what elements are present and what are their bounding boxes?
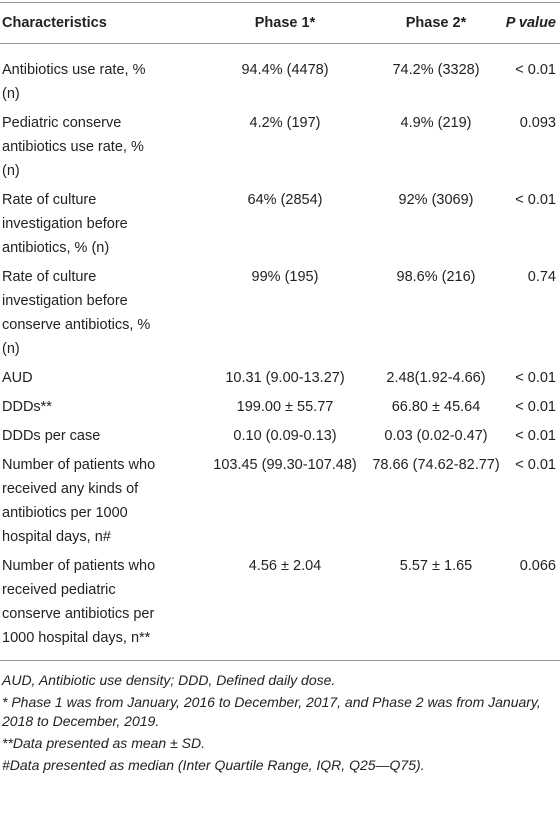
footnote: #Data presented as median (Inter Quartil… (2, 757, 425, 773)
table-row: DDDs per case 0.10 (0.09-0.13) 0.03 (0.02-… (0, 421, 560, 450)
cell: 0.093 (519, 115, 556, 131)
cell: 103.45 (99.30-107.48) (213, 457, 357, 473)
cell: 0.74 (527, 269, 556, 285)
cell: < 0.01 (515, 399, 556, 415)
header-cell: P value (502, 2, 560, 44)
cell: 4.9% (219) (400, 115, 472, 131)
table-row: Number of patients who received pediatri… (0, 551, 560, 661)
cell: 0.03 (0.02-0.47) (384, 428, 488, 444)
cell: < 0.01 (515, 192, 556, 208)
row-label: AUD (2, 370, 33, 386)
cell: < 0.01 (515, 428, 556, 444)
table-row: Antibiotics use rate, % (n) 94.4% (4478) 7… (0, 44, 560, 109)
table-row: Rate of culture investigation before ant… (0, 185, 560, 262)
header-cell: Characteristics (0, 2, 200, 44)
cell: 4.2% (197) (249, 115, 321, 131)
cell: 0.066 (519, 558, 556, 574)
row-label: Number of patients who received any kind… (2, 457, 156, 545)
cell: 64% (2854) (247, 192, 323, 208)
footnotes: AUD, Antibiotic use density; DDD, Define… (0, 661, 560, 775)
cell: 199.00 ± 55.77 (236, 399, 334, 415)
cell: < 0.01 (515, 457, 556, 473)
table-row: Number of patients who received any kind… (0, 450, 560, 551)
header-row: Characteristics Phase 1* Phase 2* P value (0, 2, 560, 44)
row-label: Antibiotics use rate, % (n) (2, 62, 146, 102)
row-label: Pediatric conserve antibiotics use rate,… (2, 115, 144, 179)
data-table: Characteristics Phase 1* Phase 2* P value A… (0, 2, 560, 661)
header-cell: Phase 1* (200, 2, 370, 44)
table-row: Pediatric conserve antibiotics use rate,… (0, 108, 560, 185)
cell: 5.57 ± 1.65 (399, 558, 473, 574)
row-label: DDDs** (2, 399, 52, 415)
cell: 2.48(1.92-4.66) (386, 370, 486, 386)
cell: 66.80 ± 45.64 (391, 399, 481, 415)
row-label: Number of patients who received pediatri… (2, 558, 156, 646)
table-row: DDDs** 199.00 ± 55.77 66.80 ± 45.64 < 0.01 (0, 392, 560, 421)
table-row: Rate of culture investigation before con… (0, 262, 560, 363)
cell: 74.2% (3328) (392, 62, 480, 78)
footnote: * Phase 1 was from January, 2016 to Dece… (2, 694, 541, 729)
cell: 92% (3069) (398, 192, 474, 208)
cell: 4.56 ± 2.04 (248, 558, 322, 574)
footnote: **Data presented as mean ± SD. (2, 735, 206, 751)
table-row: AUD 10.31 (9.00-13.27) 2.48(1.92-4.66) < 0.… (0, 363, 560, 392)
cell: 99% (195) (251, 269, 319, 285)
row-label: DDDs per case (2, 428, 101, 444)
cell: < 0.01 (515, 370, 556, 386)
row-label: Rate of culture investigation before ant… (2, 192, 128, 256)
cell: 94.4% (4478) (241, 62, 329, 78)
cell: 78.66 (74.62-82.77) (372, 457, 500, 473)
table-body: Antibiotics use rate, % (n) 94.4% (4478) 7… (0, 44, 560, 661)
row-label: Rate of culture investigation before con… (2, 269, 151, 357)
footnote: AUD, Antibiotic use density; DDD, Define… (2, 672, 336, 688)
page: Characteristics Phase 1* Phase 2* P value A… (0, 2, 560, 775)
cell: 0.10 (0.09-0.13) (233, 428, 337, 444)
cell: 10.31 (9.00-13.27) (225, 370, 345, 386)
header-cell: Phase 2* (370, 2, 502, 44)
cell: < 0.01 (515, 62, 556, 78)
cell: 98.6% (216) (396, 269, 476, 285)
